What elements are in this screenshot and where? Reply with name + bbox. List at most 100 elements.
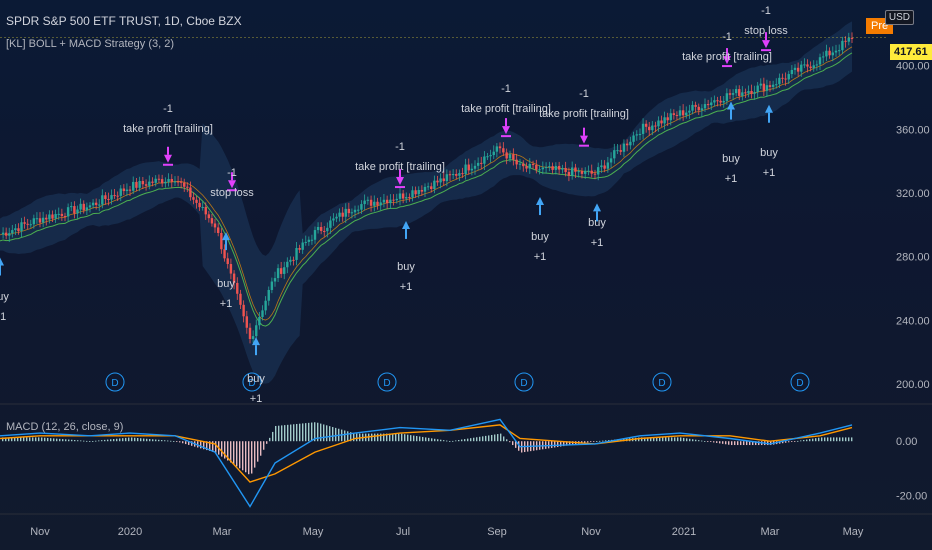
macd-histogram-bar bbox=[395, 433, 397, 442]
macd-histogram-bar bbox=[71, 439, 73, 442]
macd-histogram-bar bbox=[557, 441, 559, 448]
candle-body bbox=[750, 91, 753, 94]
candle-body bbox=[812, 65, 815, 69]
candle-body bbox=[392, 199, 395, 201]
candle-body bbox=[382, 199, 386, 203]
candle-body bbox=[841, 40, 844, 51]
candle-body bbox=[20, 222, 23, 232]
macd-histogram-bar bbox=[419, 436, 421, 442]
candle-body bbox=[360, 204, 363, 210]
candle-body bbox=[26, 223, 29, 225]
candle-body bbox=[756, 85, 759, 93]
session-marker bbox=[242, 372, 262, 392]
currency-button[interactable]: USD bbox=[884, 10, 914, 25]
candle-body bbox=[834, 50, 838, 53]
candle-body bbox=[255, 325, 258, 337]
macd-histogram-bar bbox=[335, 427, 337, 442]
trade-annotation-text: +1 bbox=[591, 237, 604, 249]
macd-histogram-bar bbox=[782, 441, 784, 444]
macd-histogram-bar bbox=[719, 441, 721, 444]
macd-histogram-bar bbox=[695, 439, 697, 442]
macd-label[interactable]: MACD (12, 26, close, 9) bbox=[6, 421, 124, 433]
candle-body bbox=[379, 202, 382, 206]
macd-histogram-bar bbox=[98, 440, 100, 442]
macd-histogram-bar bbox=[593, 441, 595, 443]
candle-body bbox=[635, 134, 638, 136]
buy-marker bbox=[727, 101, 735, 110]
candle-body bbox=[753, 92, 756, 94]
candle-body bbox=[731, 93, 735, 95]
candle-body bbox=[1, 232, 5, 235]
macd-histogram-bar bbox=[809, 439, 811, 442]
macd-histogram-bar bbox=[686, 438, 688, 442]
candle-body bbox=[326, 227, 329, 232]
macd-histogram-bar bbox=[170, 440, 172, 442]
macd-histogram-bar bbox=[728, 441, 730, 445]
candle-body bbox=[747, 91, 750, 94]
macd-histogram-bar bbox=[44, 437, 46, 442]
trade-annotation-text: buy bbox=[397, 261, 415, 273]
macd-histogram-bar bbox=[383, 433, 385, 442]
macd-histogram-bar bbox=[437, 439, 439, 442]
strategy-label[interactable]: [KL] BOLL + MACD Strategy (3, 2) bbox=[6, 38, 175, 50]
macd-histogram-bar bbox=[653, 437, 655, 442]
macd-histogram-bar bbox=[425, 437, 427, 442]
candle-body bbox=[119, 188, 122, 196]
candle-body bbox=[522, 163, 525, 167]
macd-histogram-bar bbox=[755, 441, 757, 446]
macd-histogram-bar bbox=[791, 441, 793, 443]
candle-body bbox=[495, 146, 499, 152]
candle-body bbox=[239, 293, 242, 305]
macd-histogram-bar bbox=[713, 441, 715, 443]
bollinger-lower-line bbox=[0, 52, 853, 327]
macd-histogram-bar bbox=[716, 441, 718, 443]
candle-body bbox=[557, 165, 561, 170]
macd-histogram-bar bbox=[212, 441, 214, 452]
candle-body bbox=[771, 84, 775, 87]
sell-marker bbox=[502, 126, 510, 135]
macd-histogram-bar bbox=[689, 438, 691, 442]
macd-histogram-bar bbox=[665, 437, 667, 442]
macd-histogram-bar bbox=[203, 441, 205, 450]
candle-body bbox=[223, 249, 226, 259]
candle-body bbox=[316, 226, 320, 231]
candle-body bbox=[195, 199, 198, 203]
trade-annotation-text: buy bbox=[531, 231, 549, 243]
trade-annotation-text: +1 bbox=[725, 173, 738, 185]
candle-body bbox=[232, 273, 236, 283]
candle-body bbox=[373, 201, 376, 206]
macd-histogram-bar bbox=[587, 441, 589, 443]
candle-body bbox=[678, 110, 682, 116]
macd-histogram-bar bbox=[722, 441, 724, 444]
macd-histogram-bar bbox=[191, 441, 193, 446]
candle-body bbox=[173, 181, 177, 183]
macd-histogram-bar bbox=[119, 438, 121, 442]
macd-histogram-bar bbox=[377, 433, 379, 442]
candle-body bbox=[685, 112, 688, 116]
candle-body bbox=[641, 123, 645, 134]
candle-body bbox=[574, 167, 577, 172]
macd-histogram-bar bbox=[461, 439, 463, 442]
macd-histogram-bar bbox=[482, 436, 484, 442]
candle-body bbox=[91, 202, 95, 206]
macd-histogram-bar bbox=[659, 437, 661, 442]
macd-histogram-bar bbox=[167, 440, 169, 442]
macd-histogram-bar bbox=[242, 441, 244, 471]
candle-body bbox=[666, 117, 669, 121]
macd-histogram-bar bbox=[275, 425, 277, 442]
macd-histogram-bar bbox=[440, 439, 442, 442]
candle-body bbox=[825, 50, 828, 57]
candle-body bbox=[261, 310, 264, 317]
macd-histogram-bar bbox=[725, 441, 727, 445]
macd-histogram-bar bbox=[107, 439, 109, 442]
chart-title: SPDR S&P 500 ETF TRUST, 1D, Cboe BZX bbox=[6, 14, 242, 28]
macd-histogram-bar bbox=[281, 425, 283, 442]
macd-histogram-bar bbox=[320, 423, 322, 442]
candle-body bbox=[347, 208, 351, 214]
candle-body bbox=[160, 179, 164, 184]
candle-body bbox=[60, 213, 64, 217]
candle-body bbox=[567, 172, 571, 176]
macd-histogram-bar bbox=[638, 437, 640, 442]
macd-histogram-bar bbox=[371, 433, 373, 442]
candle-body bbox=[564, 168, 567, 173]
